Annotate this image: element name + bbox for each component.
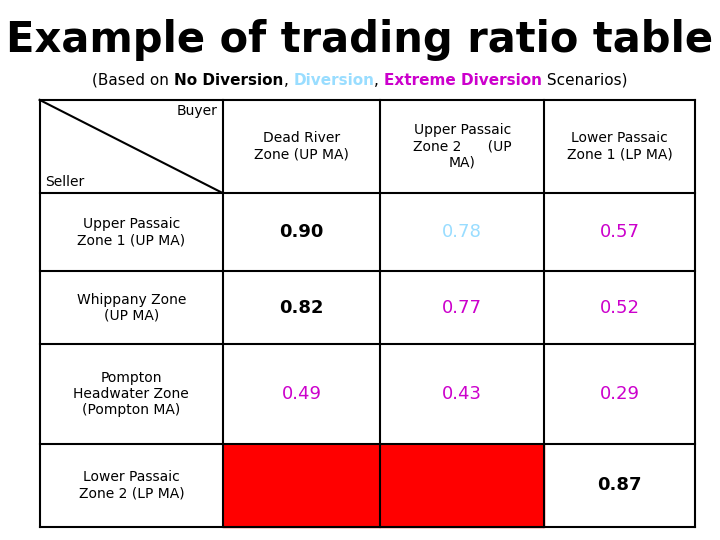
Text: Upper Passaic
Zone 2      (UP
MA): Upper Passaic Zone 2 (UP MA) (413, 123, 511, 170)
Text: Scenarios): Scenarios) (542, 73, 628, 88)
Text: Dead River
Zone (UP MA): Dead River Zone (UP MA) (254, 131, 349, 161)
Text: No Diversion: No Diversion (174, 73, 284, 88)
Text: Diversion: Diversion (293, 73, 374, 88)
Text: 0.82: 0.82 (279, 299, 324, 316)
Text: Upper Passaic
Zone 1 (UP MA): Upper Passaic Zone 1 (UP MA) (77, 217, 185, 247)
Text: Lower Passaic
Zone 1 (LP MA): Lower Passaic Zone 1 (LP MA) (567, 131, 672, 161)
Text: 0.49: 0.49 (282, 386, 322, 403)
Bar (380, 444, 544, 526)
Text: 0.87: 0.87 (597, 476, 642, 495)
Text: ,: , (374, 73, 384, 88)
Text: Seller: Seller (45, 175, 85, 189)
Text: Pompton
Headwater Zone
(Pompton MA): Pompton Headwater Zone (Pompton MA) (73, 371, 189, 417)
Text: 0.77: 0.77 (442, 299, 482, 316)
Text: 0.90: 0.90 (279, 223, 324, 241)
Text: 0.57: 0.57 (600, 223, 639, 241)
Text: Example of trading ratio table: Example of trading ratio table (6, 19, 714, 61)
Bar (223, 444, 380, 526)
Text: 0.43: 0.43 (442, 386, 482, 403)
Text: Lower Passaic
Zone 2 (LP MA): Lower Passaic Zone 2 (LP MA) (78, 470, 184, 501)
Text: 0.78: 0.78 (442, 223, 482, 241)
Text: (Based on: (Based on (92, 73, 174, 88)
Text: Buyer: Buyer (176, 104, 217, 118)
Text: 0.52: 0.52 (600, 299, 639, 316)
Text: Whippany Zone
(UP MA): Whippany Zone (UP MA) (76, 293, 186, 323)
Text: 0.29: 0.29 (600, 386, 639, 403)
Text: ,: , (284, 73, 293, 88)
Text: Extreme Diversion: Extreme Diversion (384, 73, 542, 88)
